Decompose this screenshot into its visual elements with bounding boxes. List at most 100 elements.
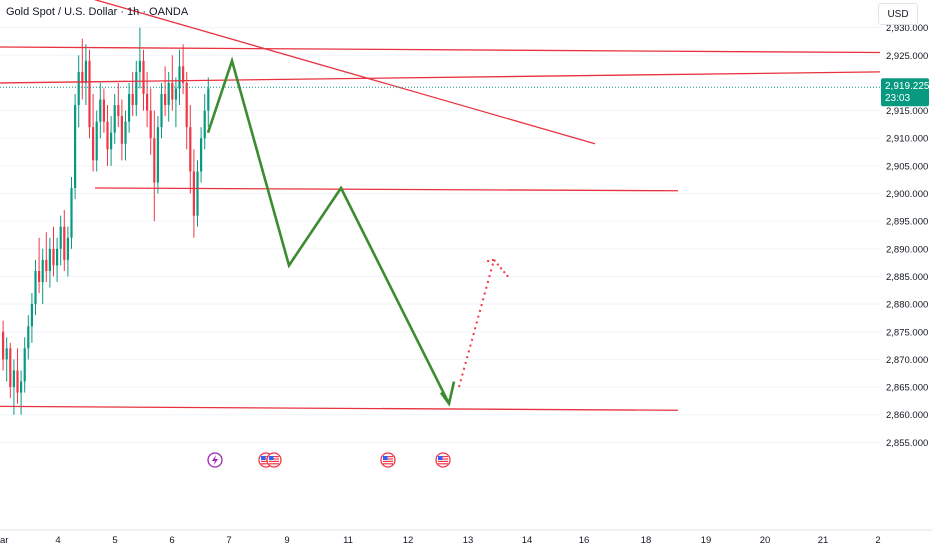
candle-body <box>70 188 73 238</box>
candle-body <box>196 171 199 216</box>
y-tick-label: 2,880.000 <box>886 300 928 311</box>
grid <box>0 27 880 443</box>
x-tick-label: 5 <box>112 535 117 546</box>
candle-body <box>34 270 37 305</box>
rebound-arrowhead <box>493 259 510 279</box>
candle-body <box>174 88 177 100</box>
candle-body <box>106 121 109 150</box>
flag-stripe <box>438 458 448 460</box>
candle-body <box>142 60 145 94</box>
candle-body <box>84 60 87 83</box>
candle-body <box>153 138 156 183</box>
candle-body <box>131 94 134 106</box>
x-tick-label: 12 <box>403 535 414 546</box>
x-axis[interactable]: ar 4 5 6 7 9 11 12 13 14 16 18 19 20 21 2 <box>0 529 932 546</box>
y-tick-label: 2,895.000 <box>886 217 928 228</box>
x-tick-label: 19 <box>701 535 712 546</box>
candle-body <box>203 110 206 139</box>
x-tick-label: 2 <box>875 535 880 546</box>
flag-canton <box>261 456 266 460</box>
candle-body <box>149 110 152 139</box>
y-tick-label: 2,910.000 <box>886 134 928 145</box>
x-tick-label: 9 <box>284 535 289 546</box>
candle-body <box>167 82 170 106</box>
event-markers[interactable] <box>207 452 451 468</box>
projection-zigzag <box>206 56 451 405</box>
y-tick-label: 2,915.000 <box>886 106 928 117</box>
candle-body <box>192 171 195 216</box>
candle-body <box>77 71 80 106</box>
flag-stripe <box>269 456 279 458</box>
flag-stripe <box>261 456 271 458</box>
candle-body <box>182 66 185 83</box>
y-tick-label: 2,870.000 <box>886 355 928 366</box>
x-tick-label: 11 <box>343 535 353 546</box>
flag-stripe <box>269 460 279 462</box>
symbol-title: Gold Spot / U.S. Dollar · 1h · OANDA <box>6 6 189 18</box>
x-tick-label: 14 <box>522 535 533 546</box>
x-tick-label: 6 <box>169 535 174 546</box>
candle-body <box>41 259 44 282</box>
flag-stripe <box>383 456 393 458</box>
candle-body <box>102 99 105 122</box>
flag-stripe <box>438 463 448 465</box>
candle-body <box>146 94 149 111</box>
x-tick-label: 21 <box>818 535 829 546</box>
candle-body <box>189 127 192 172</box>
candle-body <box>23 348 26 382</box>
candle-body <box>30 304 33 327</box>
flag-stripe <box>438 456 448 458</box>
x-tick-label: 13 <box>463 535 474 546</box>
candle-body <box>56 248 59 266</box>
flag-stripe <box>269 463 279 465</box>
candle-body <box>63 226 66 260</box>
flag-stripe <box>261 460 271 462</box>
flag-stripe <box>383 463 393 465</box>
candle-body <box>135 71 138 106</box>
support-low-line <box>0 405 679 411</box>
candle-body <box>12 370 15 388</box>
price-badge-bg <box>881 78 929 107</box>
flag-stripe <box>261 458 271 460</box>
candle-body <box>95 121 98 161</box>
candle-body <box>38 270 41 282</box>
y-tick-label: 2,855.000 <box>886 438 928 449</box>
price-badge: 2,919.225 23:03 <box>881 78 930 107</box>
candle-body <box>81 71 84 83</box>
x-tick-label: 7 <box>226 535 231 546</box>
y-tick-label: 2,890.000 <box>886 244 928 255</box>
x-tick-label: ar <box>0 535 8 546</box>
candle-body <box>5 348 8 360</box>
flag-canton <box>269 456 274 460</box>
candle-body <box>110 132 113 150</box>
y-tick-label: 2,885.000 <box>886 272 928 283</box>
candle-body <box>92 127 95 161</box>
drawn-lines[interactable] <box>0 0 881 411</box>
resistance-upper-line <box>0 46 881 54</box>
candles <box>2 27 210 415</box>
flag-stripe <box>438 460 448 462</box>
candle-body <box>74 105 77 188</box>
candle-body <box>20 381 23 393</box>
candle-body <box>207 88 210 111</box>
currency-button[interactable]: USD <box>878 3 918 25</box>
candle-body <box>88 60 91 128</box>
x-tick-label: 4 <box>55 535 60 546</box>
candle-body <box>185 82 188 128</box>
y-tick-label: 2,865.000 <box>886 383 928 394</box>
candle-body <box>178 66 181 89</box>
x-tick-label: 18 <box>641 535 652 546</box>
candle-body <box>164 94 167 106</box>
projection[interactable] <box>206 56 510 407</box>
support-mid-line <box>94 187 679 192</box>
flag-stripe <box>383 458 393 460</box>
price-badge-countdown: 23:03 <box>885 93 910 104</box>
flag-stripe <box>383 460 393 462</box>
y-tick-label: 2,900.000 <box>886 189 928 200</box>
candle-body <box>200 138 203 172</box>
rebound-dotted-line <box>458 259 495 388</box>
flag-stripe <box>269 458 279 460</box>
candle-body <box>117 105 120 117</box>
